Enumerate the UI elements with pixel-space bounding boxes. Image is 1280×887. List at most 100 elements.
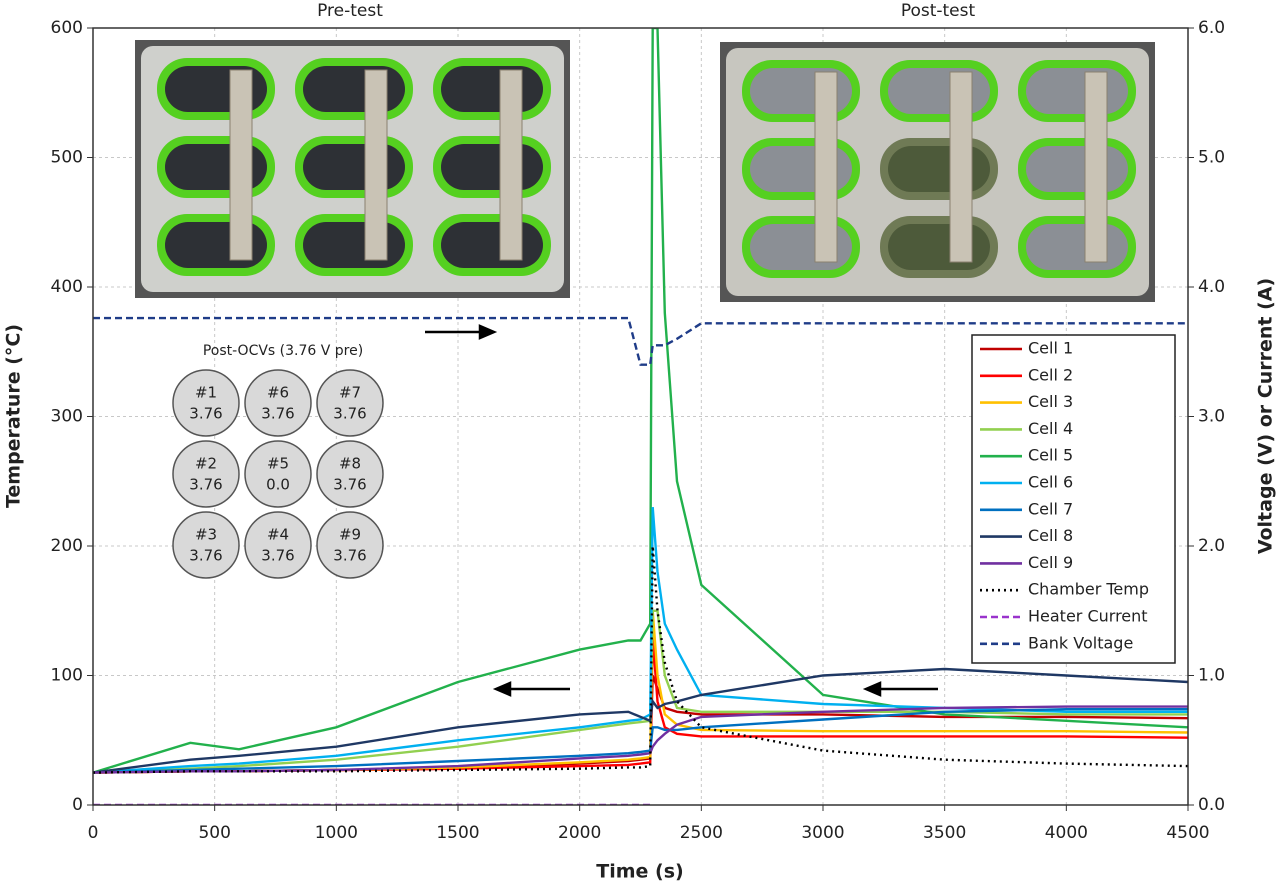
x-tick-label: 3000 [801,823,844,843]
ocv-cell-value: 0.0 [266,476,290,494]
legend-label: Cell 7 [1028,499,1073,518]
y-tick-label: 500 [51,148,83,168]
legend-box [971,334,1176,664]
series-line [93,316,1188,366]
ocv-cell-value: 3.76 [333,547,366,565]
y-tick-label: 200 [51,536,83,556]
cell-body [441,66,543,112]
ocv-cell-id: #4 [267,526,289,544]
legend: Cell 1 Cell 2 Cell 3 Cell 4 Cell 5 Cell 6 Cell… [971,334,1176,664]
cell-body [303,222,405,268]
legend-label: Cell 4 [1028,419,1073,438]
y2-tick-label: 1.0 [1198,666,1225,686]
ocv-cell-id: #7 [339,384,361,402]
tab [1084,71,1108,263]
cell-body [303,66,405,112]
ocv-cell [244,369,312,437]
y-tick-label: 0 [72,795,83,815]
legend-label: Cell 9 [1028,553,1073,572]
arrows [425,324,938,697]
tab [499,69,523,261]
y2-tick-label: 6.0 [1198,18,1225,38]
tab [814,71,838,263]
ocv-cell-id: #1 [195,384,217,402]
y-tick-label: 400 [51,277,83,297]
x-tick-label: 4000 [1045,823,1088,843]
legend-label: Cell 8 [1028,526,1073,545]
legend-label: Cell 2 [1028,365,1073,384]
cell-body [1026,68,1128,114]
x-tick-label: 0 [88,823,99,843]
y2-tick-label: 2.0 [1198,536,1225,556]
series-line [93,667,1188,774]
legend-label: Heater Current [1028,607,1148,626]
legend-label: Bank Voltage [1028,633,1133,652]
cell-body [888,146,990,192]
ocv-cell-value: 3.76 [189,476,222,494]
cell-body [888,68,990,114]
tab [364,69,388,261]
ocv-cell-value: 3.76 [333,476,366,494]
y2-axis-title: Voltage (V) or Current (A) [1255,278,1277,554]
y-tick-label: 100 [51,666,83,686]
y-axis-title: Temperature (°C) [3,324,25,508]
x-tick-label: 1000 [315,823,358,843]
series-line [93,545,1188,774]
cell-body [441,222,543,268]
cell-body [441,144,543,190]
ocv-cell [244,440,312,508]
x-tick-label: 500 [198,823,230,843]
ocv-cell [316,369,384,437]
tab [229,69,253,261]
ocv-cell [316,440,384,508]
legend-label: Cell 3 [1028,392,1073,411]
ocv-cell-id: #2 [195,455,217,473]
annotation: Post-test [901,1,976,21]
plot-lines [93,28,1188,805]
tab [949,71,973,263]
photos [135,40,1155,302]
ocv-cell [172,511,240,579]
series-line [93,705,1188,774]
cell-body [303,144,405,190]
ocv-cell-value: 3.76 [189,547,222,565]
cell-body [1026,146,1128,192]
series-line [93,507,1188,774]
ocv-cell-value: 3.76 [261,547,294,565]
x-axis-title: Time (s) [596,861,683,883]
y2-tick-label: 4.0 [1198,277,1225,297]
ocv-cell-value: 3.76 [189,405,222,423]
x-tick-label: 4500 [1166,823,1209,843]
ocv-cell [244,511,312,579]
x-tick-label: 2500 [680,823,723,843]
y2-tick-label: 5.0 [1198,148,1225,168]
ocv-cell-id: #9 [339,526,361,544]
series-line [93,708,1188,774]
annotation: Pre-test [317,1,383,21]
x-tick-label: 3500 [923,823,966,843]
legend-label: Cell 1 [1028,339,1073,358]
ocv-cell-value: 3.76 [333,405,366,423]
x-tick-label: 1500 [436,823,479,843]
legend-label: Chamber Temp [1028,580,1149,599]
y2-tick-label: 3.0 [1198,407,1225,427]
y-tick-label: 300 [51,407,83,427]
ocv-cell-id: #8 [339,455,361,473]
ocv-cell-value: 3.76 [261,405,294,423]
ocv-cell-id: #6 [267,384,289,402]
ocv-cell-id: #5 [267,455,289,473]
legend-label: Cell 6 [1028,473,1073,492]
y-tick-label: 600 [51,18,83,38]
ocv-title: Post-OCVs (3.76 V pre) [203,343,363,359]
y2-tick-label: 0.0 [1198,795,1225,815]
ocv-cell [172,369,240,437]
cell-body [888,224,990,270]
ocv-grid: #1 3.76 #6 3.76 #7 3.76 #2 3.76 #5 0.0 #8 3.76 #3 3.7… [172,369,384,579]
cell-body [1026,224,1128,270]
ocv-cell [172,440,240,508]
ocv-cell-id: #3 [195,526,217,544]
x-tick-label: 2000 [558,823,601,843]
legend-label: Cell 5 [1028,446,1073,465]
ocv-cell [316,511,384,579]
